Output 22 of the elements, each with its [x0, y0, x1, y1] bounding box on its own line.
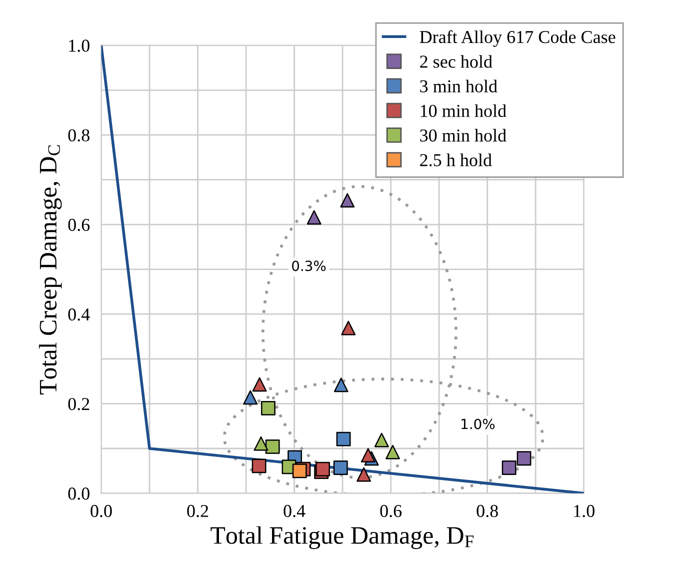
y-tick-label: 0.6	[68, 218, 90, 232]
y-tick-label: 0.4	[68, 308, 90, 321]
annotation: 0.3%	[292, 260, 326, 272]
legend-label: Draft Alloy 617 Code Case	[420, 30, 616, 47]
y-tick-label: 1.0	[69, 40, 90, 52]
legend-label: 10 min hold	[420, 104, 506, 118]
legend-label: 2 sec hold	[420, 55, 492, 68]
y-axis-title: Total Creep Damage, D$_{C}$	[39, 145, 62, 394]
x-tick-label: 0.2	[187, 504, 208, 518]
legend-label: 3 min hold	[420, 80, 498, 92]
y-tick-label: 0.0	[68, 488, 90, 500]
y-tick-label: 0.2	[68, 398, 90, 410]
legend-label: 2.5 h hold	[420, 154, 492, 166]
x-tick-label: 0.0	[90, 504, 112, 518]
x-axis-title: Total Fatigue Damage, D$_{F}$	[210, 526, 474, 550]
annotation: 1.0%	[462, 418, 495, 430]
legend-label: 30 min hold	[420, 128, 506, 142]
x-tick-label: 0.4	[284, 504, 306, 518]
x-tick-label: 1.0	[574, 504, 594, 518]
x-tick-label: 0.6	[380, 504, 402, 518]
y-tick-label: 0.8	[68, 129, 90, 142]
x-tick-label: 0.8	[476, 504, 498, 518]
